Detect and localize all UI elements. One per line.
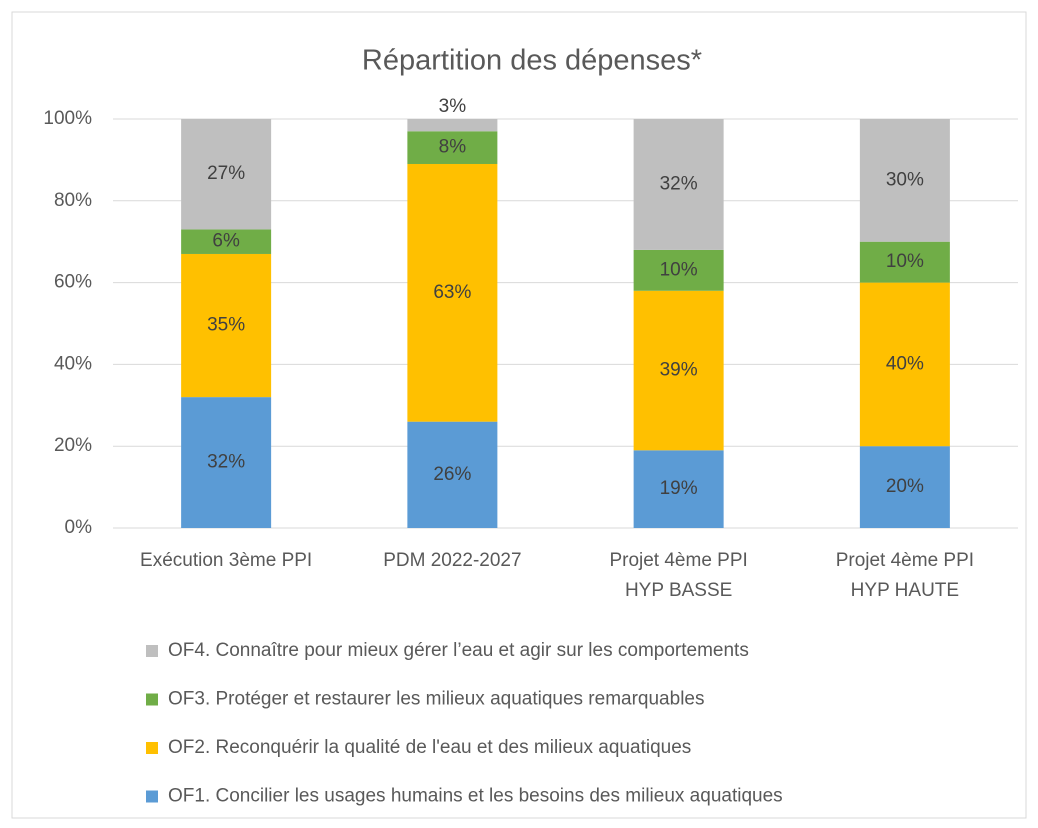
bar-segment: [859, 119, 950, 242]
y-tick-label: 60%: [54, 272, 92, 293]
bar-segment: [407, 421, 498, 528]
bar-segment: [633, 450, 724, 528]
y-tick-label: 40%: [54, 353, 92, 374]
data-label: 32%: [207, 452, 245, 473]
bar-segment: [633, 290, 724, 451]
data-label: 30%: [886, 169, 924, 190]
legend-label: OF1. Concilier les usages humains et les…: [168, 786, 783, 807]
data-label: 19%: [660, 478, 698, 499]
data-label: 10%: [886, 251, 924, 272]
data-label: 26%: [433, 464, 471, 485]
legend-label: OF3. Protéger et restaurer les milieux a…: [168, 689, 704, 710]
y-tick-label: 0%: [65, 517, 93, 538]
legend-swatch: [146, 742, 158, 754]
legend-swatch: [146, 645, 158, 657]
data-label: 63%: [433, 282, 471, 303]
bar-segment: [859, 241, 950, 283]
data-label: 6%: [212, 231, 240, 252]
bar-segment: [181, 229, 272, 254]
bar-segment: [859, 446, 950, 528]
bar-segment: [633, 249, 724, 291]
chart-border: [11, 11, 1027, 819]
legend-swatch: [146, 790, 158, 803]
y-tick-label: 100%: [43, 108, 92, 129]
x-tick-label: Projet 4ème PPI HYP HAUTE: [835, 550, 975, 601]
bar-segment: [407, 163, 498, 422]
chart-title: Répartition des dépenses*: [362, 45, 702, 77]
data-label: 10%: [660, 259, 698, 280]
data-label: 32%: [660, 173, 698, 194]
legend-label: OF4. Connaître pour mieux gérer l’eau et…: [168, 640, 749, 661]
data-label: 35%: [207, 315, 245, 336]
bar-segment: [407, 131, 498, 164]
data-label: 20%: [886, 476, 924, 497]
bar-segment: [181, 253, 272, 398]
data-label: 8%: [439, 137, 467, 158]
y-tick-label: 80%: [54, 190, 92, 211]
x-tick-label: PDM 2022-2027: [383, 550, 522, 571]
y-tick-label: 20%: [54, 435, 92, 456]
bar-segment: [633, 119, 724, 250]
data-label: 40%: [886, 353, 924, 374]
bar-segment: [407, 119, 498, 132]
x-tick-label: Exécution 3ème PPI: [140, 550, 313, 571]
data-label: 3%: [439, 96, 467, 117]
legend-swatch: [146, 693, 158, 706]
bar-segment: [181, 397, 272, 528]
bar-segment: [859, 282, 950, 447]
bar-segment: [181, 119, 272, 230]
data-label: 39%: [660, 360, 698, 381]
legend-label: OF2. Reconquérir la qualité de l'eau et …: [168, 737, 691, 758]
data-label: 27%: [207, 163, 245, 184]
x-tick-label: Projet 4ème PPI HYP BASSE: [609, 550, 748, 601]
